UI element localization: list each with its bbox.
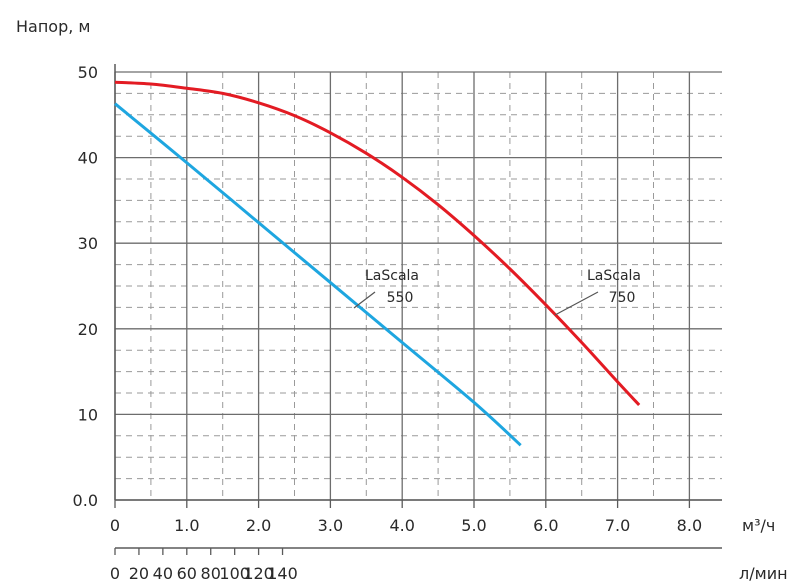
x-tick-label: 3.0 [318, 516, 343, 535]
x2-tick-label: 40 [153, 564, 173, 583]
x-tick-label: 0 [110, 516, 120, 535]
x2-tick-label: 60 [177, 564, 197, 583]
y-tick-label: 40 [78, 149, 98, 168]
x2-axis-unit: л/мин [739, 564, 788, 583]
annotation-label: 550 [387, 290, 414, 306]
x-tick-label: 5.0 [461, 516, 486, 535]
x2-tick-label: 100 [219, 564, 250, 583]
annotation-label: LaScala [587, 268, 641, 284]
x2-tick-label: 120 [243, 564, 274, 583]
y-tick-label: 50 [78, 63, 98, 82]
x2-tick-label: 80 [201, 564, 221, 583]
series-line-lascala-750 [114, 80, 641, 407]
series [114, 80, 641, 447]
annotation-leader [554, 291, 599, 316]
annotation-label: 750 [609, 290, 636, 306]
x2-tick-label: 140 [267, 564, 298, 583]
series-line-lascala-550 [114, 102, 522, 447]
x-tick-label: 4.0 [389, 516, 414, 535]
labels: Напор, м м³/ч л/мин LaScala 550 LaScala 750 [16, 17, 788, 583]
x-tick-label: 7.0 [605, 516, 630, 535]
x2-tick-label: 20 [129, 564, 149, 583]
x-tick-label: 6.0 [533, 516, 558, 535]
annotation-label: LaScala [365, 268, 419, 284]
y-axis-title: Напор, м [16, 17, 90, 36]
x-tick-label: 8.0 [677, 516, 702, 535]
x-tick-label: 1.0 [174, 516, 199, 535]
x-tick-label: 2.0 [246, 516, 271, 535]
x2-tick-label: 0 [110, 564, 120, 583]
y-tick-label: 30 [78, 234, 98, 253]
y-tick-label: 20 [78, 320, 98, 339]
grid [114, 71, 722, 501]
y-tick-label: 0.0 [73, 491, 98, 510]
annotation-leader [353, 291, 376, 309]
y-tick-label: 10 [78, 405, 98, 424]
x-axis-unit: м³/ч [742, 516, 775, 535]
